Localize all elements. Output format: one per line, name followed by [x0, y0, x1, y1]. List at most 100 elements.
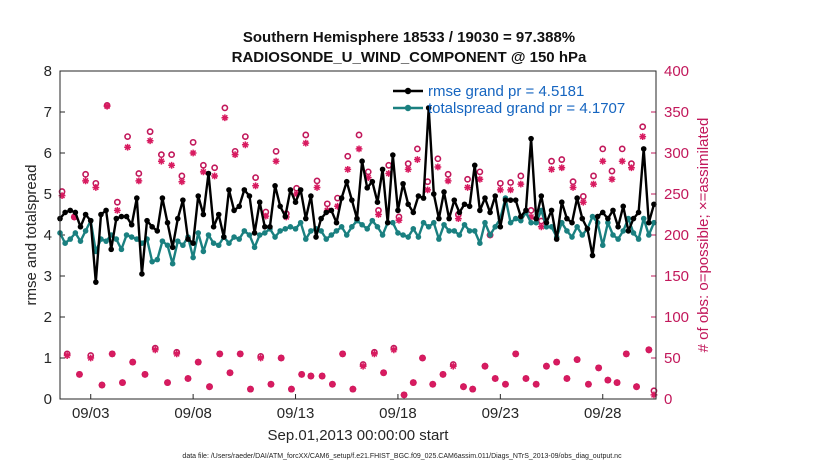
- totalspread-point: [246, 232, 253, 238]
- rmse-point: [630, 215, 637, 222]
- rmse-point: [528, 135, 534, 142]
- obs-assimilated-marker: [613, 379, 621, 386]
- obs-assimilated-marker: [344, 166, 352, 173]
- obs-assimilated-marker: [184, 375, 192, 382]
- obs-assimilated-marker: [650, 391, 658, 399]
- totalspread-point: [231, 234, 237, 240]
- totalspread-point: [200, 248, 207, 255]
- rmse-point: [599, 209, 606, 216]
- totalspread-point: [154, 256, 161, 263]
- totalspread-point: [210, 240, 217, 246]
- rmse-point: [67, 207, 74, 214]
- x-axis-label: Sep.01,2013 00:00:00 start: [268, 427, 450, 444]
- rmse-point: [523, 207, 529, 214]
- totalspread-point: [451, 228, 458, 234]
- obs-possible-marker: [444, 170, 452, 178]
- y-right-tick-label: 100: [664, 309, 689, 326]
- obs-possible-marker: [146, 128, 154, 136]
- rmse-point: [272, 183, 278, 189]
- obs-assimilated-marker: [628, 164, 635, 172]
- rmse-point: [441, 189, 447, 195]
- rmse-point: [210, 224, 217, 230]
- y-tick-label: 8: [44, 63, 52, 80]
- obs-assimilated-marker: [318, 372, 326, 380]
- totalspread-point: [558, 219, 565, 226]
- obs-assimilated-marker: [236, 350, 244, 358]
- obs-assimilated-marker: [364, 174, 372, 181]
- rmse-point: [205, 170, 212, 177]
- rmse-point: [164, 219, 171, 226]
- y-right-tick-label: 350: [664, 104, 689, 121]
- totalspread-point: [420, 219, 427, 226]
- obs-assimilated-marker: [599, 157, 607, 165]
- obs-assimilated-marker: [579, 198, 587, 206]
- obs-assimilated-marker: [92, 184, 100, 191]
- totalspread-point: [118, 246, 125, 253]
- obs-assimilated-marker: [76, 371, 83, 378]
- totalspread-point: [446, 228, 452, 234]
- rmse-point: [308, 193, 314, 199]
- totalspread-point: [159, 238, 166, 244]
- obs-assimilated-marker: [409, 379, 417, 386]
- rmse-point: [502, 197, 509, 203]
- obs-possible-marker: [157, 151, 165, 159]
- rmse-point: [369, 178, 376, 185]
- rmse-point: [497, 224, 504, 230]
- obs-possible-marker: [252, 174, 259, 181]
- legend-totalspread-marker: [404, 104, 412, 112]
- obs-possible-marker: [599, 145, 607, 153]
- totalspread-point: [482, 219, 488, 226]
- obs-assimilated-marker: [517, 180, 525, 188]
- obs-assimilated-marker: [164, 379, 171, 386]
- totalspread-point: [471, 228, 478, 234]
- rmse-point: [154, 228, 161, 234]
- rmse-point: [518, 213, 524, 220]
- totalspread-point: [646, 232, 652, 238]
- obs-assimilated-marker: [507, 186, 514, 194]
- rmse-point: [605, 215, 611, 222]
- obs-assimilated-marker: [206, 383, 213, 391]
- totalspread-point: [487, 232, 493, 238]
- totalspread-point: [169, 260, 176, 267]
- totalspread-point: [77, 238, 84, 244]
- obs-possible-marker: [608, 167, 616, 175]
- rmse-point: [395, 207, 401, 214]
- totalspread-point: [405, 234, 411, 240]
- totalspread-point: [461, 221, 468, 228]
- rmse-point: [553, 236, 560, 242]
- y-tick-label: 4: [44, 227, 52, 244]
- obs-assimilated-marker: [226, 369, 234, 377]
- obs-possible-marker: [199, 161, 207, 169]
- rmse-point: [62, 209, 68, 216]
- obs-assimilated-marker: [146, 137, 154, 145]
- obs-assimilated-marker: [385, 170, 393, 177]
- obs-assimilated-marker: [58, 192, 66, 200]
- totalspread-point: [543, 224, 550, 230]
- totalspread-point: [272, 234, 278, 240]
- rmse-point: [328, 207, 335, 214]
- rmse-point: [302, 215, 309, 222]
- obs-assimilated-marker: [390, 346, 398, 354]
- obs-assimilated-marker: [618, 157, 626, 165]
- rmse-point: [451, 197, 458, 203]
- y-tick-label: 3: [44, 268, 52, 285]
- obs-assimilated-marker: [334, 202, 341, 210]
- rmse-point: [558, 199, 565, 205]
- rmse-point: [103, 207, 109, 214]
- obs-assimilated-marker: [247, 385, 254, 393]
- obs-assimilated-marker: [595, 364, 603, 372]
- obs-assimilated-marker: [359, 362, 367, 370]
- rmse-point: [169, 244, 176, 251]
- obs-assimilated-marker: [119, 379, 126, 386]
- obs-possible-marker: [476, 168, 484, 176]
- rmse-point: [221, 234, 227, 240]
- obs-assimilated-marker: [537, 223, 545, 231]
- y-right-tick-label: 300: [664, 145, 689, 162]
- totalspread-point: [512, 215, 519, 222]
- obs-possible-marker: [639, 123, 647, 131]
- y-tick-label: 1: [44, 350, 52, 367]
- rmse-point: [492, 193, 499, 199]
- rmse-point: [297, 187, 304, 193]
- plot-area: [60, 71, 656, 399]
- rmse-point: [200, 211, 207, 218]
